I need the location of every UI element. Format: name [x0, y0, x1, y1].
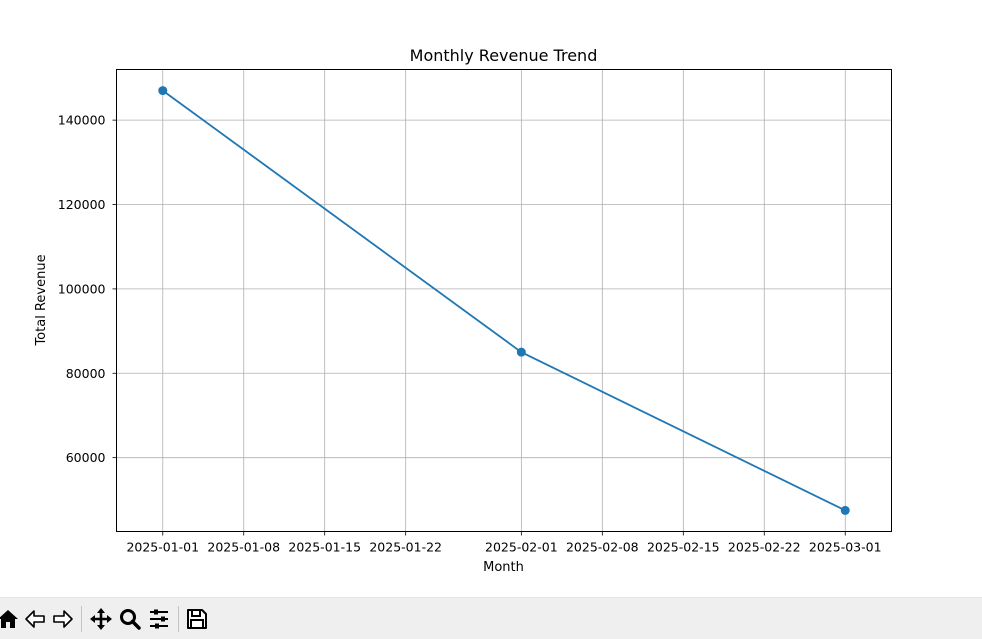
x-tick-label: 2025-01-22 — [369, 540, 442, 555]
arrow-left-icon — [25, 610, 45, 628]
figure-background — [0, 0, 982, 597]
forward-button[interactable] — [50, 606, 76, 632]
x-tick-label: 2025-01-01 — [126, 540, 199, 555]
save-button[interactable] — [184, 606, 210, 632]
magnifier-icon — [120, 609, 141, 630]
x-tick-label: 2025-01-08 — [207, 540, 280, 555]
home-icon — [0, 610, 18, 628]
y-tick-label: 60000 — [66, 450, 106, 465]
x-axis-label: Month — [483, 560, 524, 575]
x-tick-label: 2025-03-01 — [809, 540, 882, 555]
toolbar-separator — [178, 606, 179, 632]
x-tick-label: 2025-01-15 — [288, 540, 361, 555]
arrow-right-icon — [53, 610, 73, 628]
x-tick-label: 2025-02-15 — [647, 540, 720, 555]
chart-title: Monthly Revenue Trend — [410, 46, 598, 65]
floppy-disk-icon — [187, 609, 207, 629]
data-point — [840, 505, 850, 515]
configure-subplots-button[interactable] — [146, 606, 172, 632]
x-tick-label: 2025-02-22 — [728, 540, 801, 555]
sliders-icon — [150, 609, 168, 629]
y-tick-label: 100000 — [58, 281, 106, 296]
data-point — [158, 86, 168, 96]
x-tick-label: 2025-02-01 — [485, 540, 558, 555]
data-point — [516, 347, 526, 357]
home-button[interactable] — [0, 606, 21, 632]
zoom-button[interactable] — [117, 606, 143, 632]
navigation-toolbar — [0, 597, 982, 639]
y-tick-label: 80000 — [66, 366, 106, 381]
grid — [116, 69, 892, 532]
y-tick-label: 120000 — [58, 197, 106, 212]
plot-frame — [116, 69, 892, 532]
chart: Monthly Revenue Trend 2025-01-01 2025-01-… — [0, 0, 982, 597]
ticks: 2025-01-01 2025-01-08 2025-01-15 2025-01-22… — [58, 113, 882, 555]
y-axis-label: Total Revenue — [34, 254, 49, 346]
series-layer — [158, 86, 850, 515]
toolbar-separator — [81, 606, 82, 632]
x-tick-label: 2025-02-08 — [566, 540, 639, 555]
back-button[interactable] — [22, 606, 48, 632]
move-icon — [90, 608, 112, 630]
pan-button[interactable] — [88, 606, 114, 632]
y-tick-label: 140000 — [58, 113, 106, 128]
